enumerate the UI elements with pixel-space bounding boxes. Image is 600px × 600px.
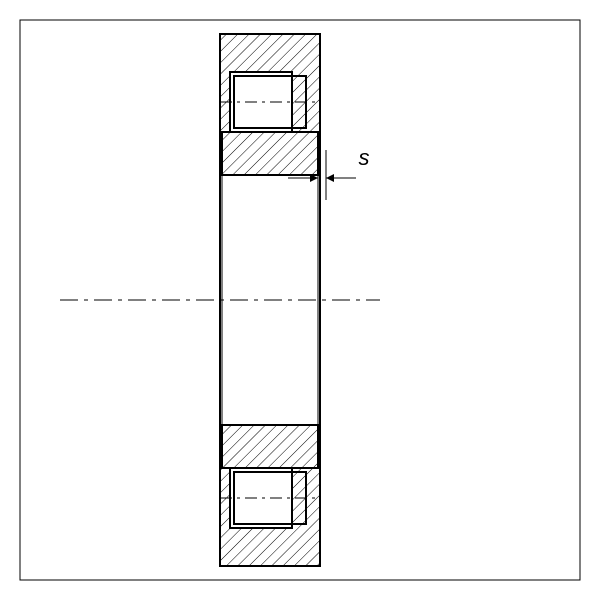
bearing-section-drawing: s <box>0 0 600 600</box>
dimension-label-s: s <box>359 145 370 170</box>
